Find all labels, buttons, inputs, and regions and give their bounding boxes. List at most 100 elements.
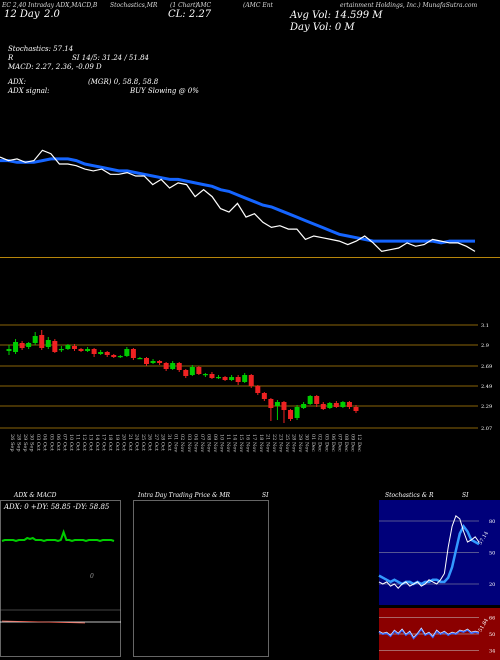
mr-current-label: 51.84 — [478, 618, 490, 633]
adx-panel — [0, 500, 121, 657]
candle-body — [288, 410, 294, 419]
header-line1b: Stochastics,MR — [110, 2, 158, 9]
date-tick-label: 25 Nov — [284, 434, 290, 452]
mr-chart: 66 50 34 51.84 — [378, 615, 495, 655]
date-tick-label: 15 Nov — [238, 434, 244, 452]
date-tick-label: 13 Oct — [88, 434, 94, 451]
adx-chart — [0, 528, 121, 624]
candle-body — [71, 346, 77, 349]
mr-blue-line — [378, 627, 480, 640]
date-tick-label: 01 Dec — [310, 434, 316, 452]
header-line1c: (1 Chart) — [170, 2, 198, 9]
header-line1: EC 2,40 Intraday ADX,MACD,B — [2, 2, 98, 9]
candle-body — [222, 377, 228, 380]
date-tick-label: 06 Oct — [55, 434, 61, 451]
date-tick-label: 09 Nov — [212, 434, 218, 452]
date-tick-label: 07 Nov — [199, 434, 205, 452]
intraday-title-si: SI — [262, 492, 269, 499]
adx-panel-title: ADX & MACD — [14, 492, 57, 499]
candle-body — [281, 402, 287, 410]
date-tick-label: 29 Sep — [22, 434, 28, 452]
candle-body — [65, 345, 71, 349]
candle-body — [333, 403, 339, 407]
stoch-tick-label: 80 — [489, 519, 495, 525]
date-tick-label: 21 Oct — [127, 434, 133, 451]
candle-body — [261, 393, 267, 399]
date-tick-label: 22 Nov — [271, 434, 277, 452]
stoch-tick-label: 50 — [489, 551, 495, 557]
date-tick-label: 18 Nov — [258, 434, 264, 452]
date-tick-label: 26 Sep — [9, 434, 15, 452]
candle-body — [320, 404, 326, 409]
date-tick-label: 11 Oct — [74, 434, 80, 451]
candle-body — [255, 386, 261, 393]
date-tick-label: 09 Dec — [349, 434, 355, 452]
avg-vol: Avg Vol: 14.599 M — [290, 10, 383, 21]
date-tick-label: 25 Oct — [140, 434, 146, 451]
candle-body — [353, 407, 359, 411]
stoch-readout: Stochastics: 57.14 — [8, 45, 74, 53]
candle-body — [163, 363, 169, 369]
candle-body — [58, 349, 64, 351]
candle-body — [85, 349, 91, 351]
macd-readout: MACD: 2.27, 2.36, -0.09 D — [8, 63, 102, 71]
candle-body — [346, 402, 352, 407]
price-ma-chart — [0, 149, 476, 253]
adx-line — [1, 528, 115, 543]
date-tick-label: 14 Nov — [232, 434, 238, 452]
date-tick-label: 03 Oct — [35, 434, 41, 451]
adx-label: ADX: — [8, 78, 27, 86]
price-line — [0, 149, 476, 253]
candle-body — [98, 352, 104, 354]
candle-body — [111, 355, 117, 357]
date-tick-label: 07 Dec — [336, 434, 342, 452]
y-tick-label: 2.49 — [481, 384, 492, 390]
candle-body — [150, 361, 156, 363]
stoch-panel-title-si: SI — [462, 492, 469, 499]
candle-body — [209, 374, 215, 378]
date-tick-label: 11 Nov — [225, 434, 231, 452]
day-vol: Day Vol: 0 M — [290, 22, 355, 33]
candle-body — [340, 402, 346, 407]
candle-body — [104, 352, 110, 355]
candle-body — [170, 363, 176, 369]
date-tick-label: 08 Dec — [343, 434, 349, 452]
date-tick-label: 12 Oct — [81, 434, 87, 451]
candle-body — [176, 363, 182, 370]
date-tick-label: 28 Sep — [16, 434, 22, 452]
candle-body — [307, 396, 313, 404]
candle-body — [268, 399, 274, 408]
candle-body — [242, 375, 248, 382]
date-tick-label: 03 Nov — [186, 434, 192, 452]
date-tick-label: 28 Oct — [160, 434, 166, 451]
date-tick-label: 29 Nov — [297, 434, 303, 452]
candle-body — [130, 349, 136, 358]
main-divider — [0, 257, 500, 258]
date-tick-label: 28 Nov — [291, 434, 297, 452]
date-tick-label: 10 Nov — [219, 434, 225, 452]
candle-body — [137, 358, 143, 360]
adx-values: (MGR) 0, 58.8, 58.8 — [88, 78, 159, 86]
date-tick-label: 02 Dec — [317, 434, 323, 452]
candle-body — [26, 343, 32, 347]
candle-body — [314, 396, 320, 404]
candle-body — [19, 343, 25, 348]
candle-body — [78, 349, 84, 351]
date-tick-label: 27 Oct — [153, 434, 159, 451]
date-tick-label: 04 Nov — [192, 434, 198, 452]
intraday-panel — [133, 500, 269, 657]
date-tick-label: 30 Nov — [304, 434, 310, 452]
date-tick-label: 17 Nov — [251, 434, 257, 452]
candle-body — [117, 356, 123, 358]
candle-body — [52, 341, 58, 352]
header-ticker: AMC — [196, 2, 212, 9]
day-label: 12 Day — [4, 9, 40, 20]
moving-average-line — [0, 157, 475, 245]
stoch-slow-line — [378, 523, 480, 586]
mr-white-line — [378, 627, 480, 638]
candle-body — [157, 361, 163, 363]
date-tick-label: 01 Nov — [173, 434, 179, 452]
date-tick-label: 05 Oct — [48, 434, 54, 451]
day-value: 2.0 — [44, 9, 60, 20]
